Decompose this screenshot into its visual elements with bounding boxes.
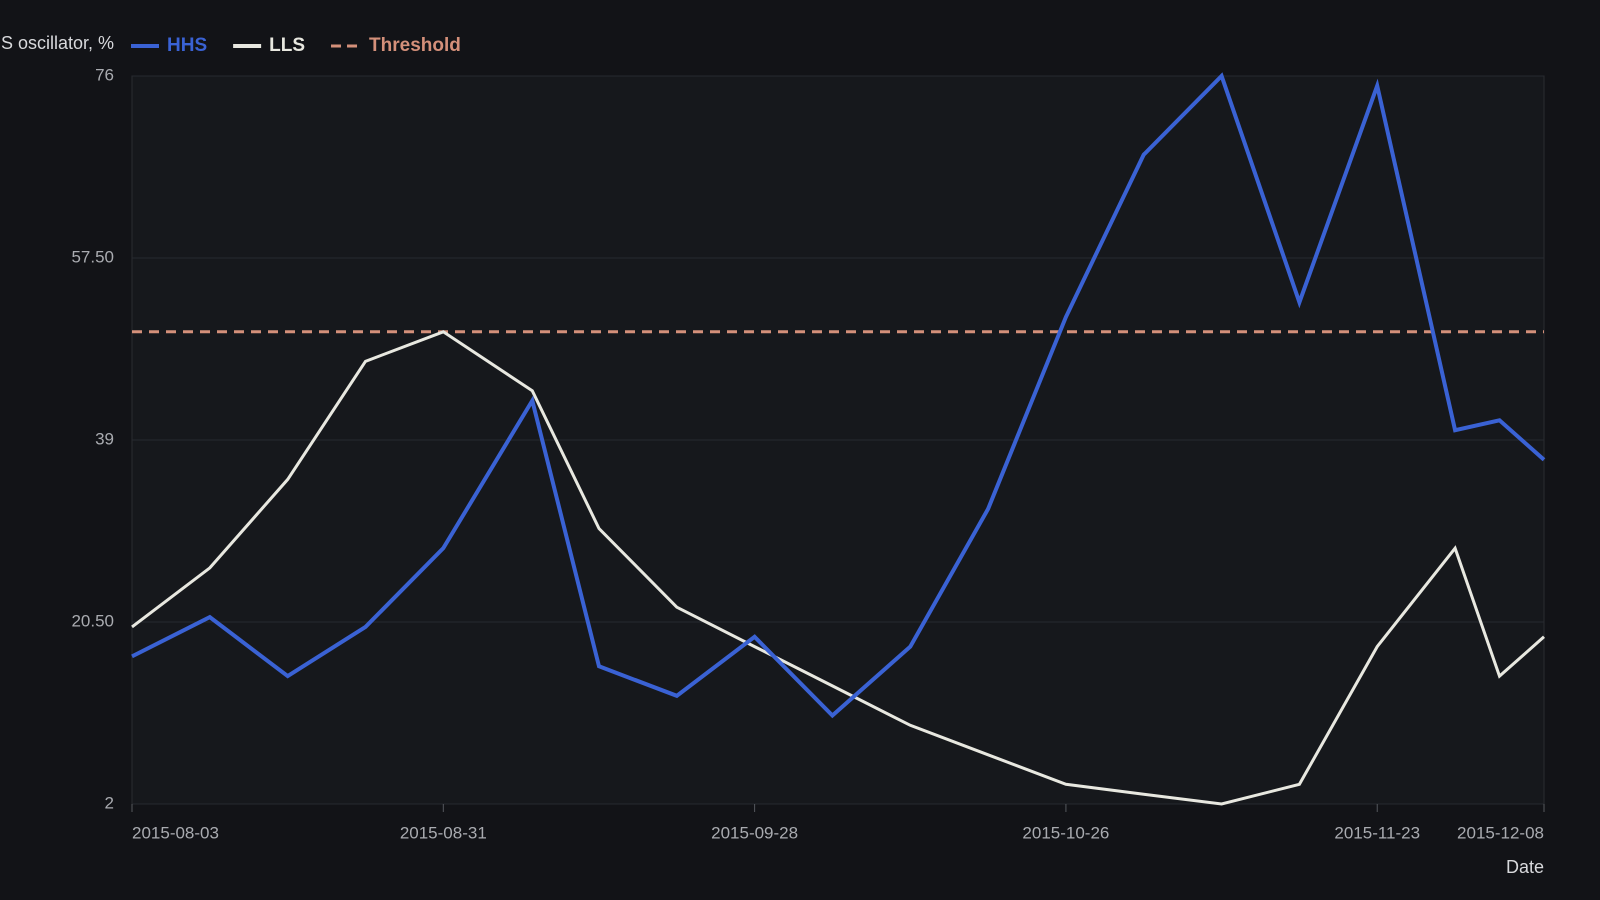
legend-label: LLS — [269, 35, 305, 56]
x-axis-label: Date — [1506, 857, 1544, 877]
x-tick-label: 2015-12-08 — [1457, 823, 1544, 842]
series-line — [131, 72, 1546, 719]
x-tick-label: 2015-11-23 — [1334, 823, 1420, 842]
x-tick-label: 2015-08-31 — [400, 823, 487, 842]
x-tick-label: 2015-08-03 — [132, 823, 219, 842]
legend-label: HHS — [167, 35, 207, 56]
legend-label: Threshold — [369, 35, 461, 56]
series-line — [131, 330, 1545, 806]
y-axis-label: S oscillator, % — [1, 33, 114, 53]
y-tick-label: 57.50 — [71, 247, 114, 266]
x-tick-label: 2015-09-28 — [711, 823, 798, 842]
y-tick-label: 39 — [95, 429, 114, 448]
x-tick-label: 2015-10-26 — [1022, 823, 1109, 842]
y-tick-label: 2 — [105, 793, 114, 812]
y-tick-label: 76 — [95, 65, 114, 84]
y-tick-label: 20.50 — [71, 611, 114, 630]
